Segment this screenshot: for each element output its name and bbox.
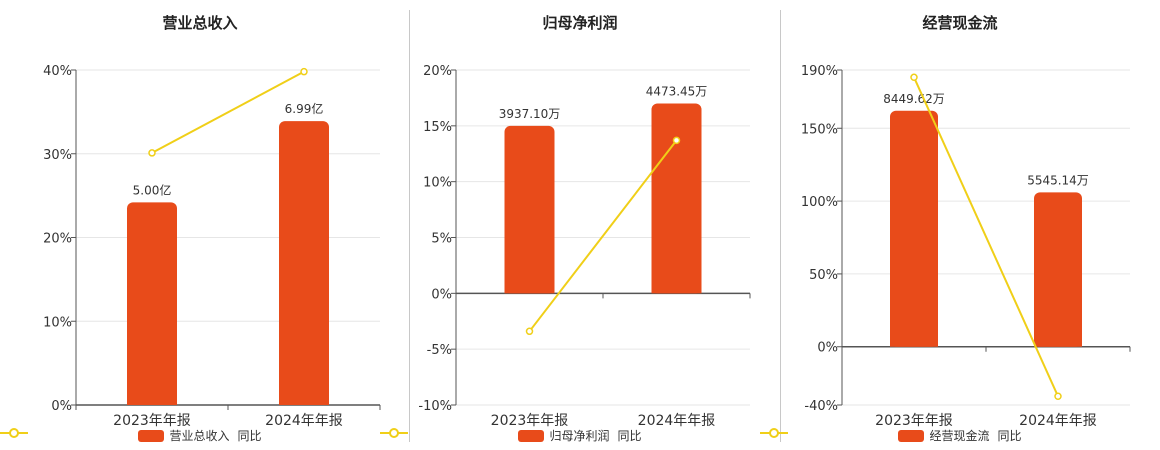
cash-flow-chart-svg: -40% 0% 50% 100% 150% 190% 8449.62万 5545.14万 202… (801, 64, 1131, 429)
y-tick-label: 190% (801, 64, 838, 79)
legend-label-bar: 归母净利润 (549, 429, 610, 443)
chart-legend: 经营现金流 同比 (760, 427, 1160, 444)
panel-divider (409, 10, 410, 442)
legend-bar-swatch (898, 429, 925, 442)
line-point (525, 327, 534, 336)
legend-line-swatch (380, 428, 408, 438)
legend-label-line: 同比 (617, 429, 642, 443)
y-tick-label: 10% (43, 315, 72, 330)
chart-title: 归母净利润 (542, 14, 618, 32)
chart-title: 经营现金流 (922, 14, 998, 32)
chart-legend: 营业总收入 同比 (0, 427, 400, 444)
revenue-chart-panel: 营业总收入 0% 10% 20% 30% 40% 5.00亿 6.99亿 2023年年报 202… (0, 0, 400, 450)
net-profit-chart-svg: -10% -5% 0% 5% 10% 15% 20% 3937.10万 4473.45万 2023… (418, 64, 751, 429)
bar-body (1034, 198, 1082, 347)
y-tick-label: -5% (427, 343, 452, 358)
bar-data-label: 4473.45万 (646, 85, 708, 99)
y-tick-label: 5% (431, 232, 452, 247)
legend-bar-swatch (138, 429, 165, 442)
y-tick-label: 0% (431, 287, 452, 302)
legend-label-line: 同比 (997, 429, 1022, 443)
legend-item-bar: 营业总收入 (138, 427, 230, 444)
bar-data-label: 5545.14万 (1027, 173, 1089, 187)
legend-label-line: 同比 (237, 429, 262, 443)
panel-divider (780, 10, 781, 442)
y-tick-label: 20% (423, 64, 452, 79)
bar-data-label: 8449.62万 (883, 92, 945, 106)
x-tick-label: 2024年年报 (638, 413, 716, 429)
net-profit-chart-panel: 归母净利润 -10% -5% 0% 5% 10% 15% 20% 3937.10万 4473.4… (380, 0, 780, 450)
cash-flow-chart-panel: 经营现金流 -40% 0% 50% 100% 150% 190% 8449.62万 5545.… (760, 0, 1160, 450)
y-tick-label: 30% (43, 148, 72, 163)
y-tick-label: 0% (51, 399, 72, 414)
x-tick-label: 2023年年报 (875, 413, 953, 429)
y-tick-label: 150% (801, 122, 838, 137)
y-tick-label: 10% (423, 176, 452, 191)
bar-data-label: 3937.10万 (499, 107, 561, 121)
series-line (151, 70, 305, 154)
y-tick-label: 15% (423, 120, 452, 135)
y-tick-label: 0% (817, 341, 838, 356)
bar-body (504, 131, 555, 294)
x-tick-label: 2023年年报 (491, 413, 569, 429)
legend-item-bar: 归母净利润 (518, 427, 610, 444)
chart-title: 营业总收入 (162, 14, 238, 32)
line-point (300, 67, 308, 76)
bar-data-label: 5.00亿 (133, 182, 172, 197)
series-line (528, 139, 678, 332)
line-point (672, 136, 681, 145)
legend-item-line: 同比 (380, 427, 642, 444)
x-tick-label: 2024年年报 (1019, 413, 1097, 429)
line-point (148, 149, 156, 157)
legend-bar-swatch (518, 429, 545, 442)
y-tick-label: 40% (43, 64, 72, 79)
bar-body (279, 127, 329, 406)
series-line (913, 76, 1059, 397)
legend-label-bar: 营业总收入 (169, 429, 230, 443)
x-tick-label: 2024年年报 (265, 413, 343, 429)
chart-legend: 归母净利润 同比 (380, 427, 780, 444)
bar-body (890, 116, 938, 347)
y-tick-label: 20% (43, 232, 72, 247)
y-tick-label: -40% (804, 399, 838, 414)
line-point (1054, 392, 1062, 401)
line-point (910, 73, 918, 82)
y-tick-label: 100% (801, 195, 838, 210)
legend-line-swatch (0, 428, 28, 438)
legend-item-bar: 经营现金流 (898, 427, 990, 444)
y-tick-label: 50% (809, 268, 838, 283)
legend-item-line: 同比 (0, 427, 262, 444)
y-tick-label: -10% (418, 399, 452, 414)
legend-label-bar: 经营现金流 (929, 429, 990, 443)
revenue-chart-svg: 0% 10% 20% 30% 40% 5.00亿 6.99亿 2023年年报 2024年年报 (43, 64, 381, 429)
legend-item-line: 同比 (760, 427, 1022, 444)
bar-data-label: 6.99亿 (285, 101, 324, 116)
x-tick-label: 2023年年报 (113, 413, 191, 429)
bar-body (127, 208, 177, 405)
legend-line-swatch (760, 428, 788, 438)
